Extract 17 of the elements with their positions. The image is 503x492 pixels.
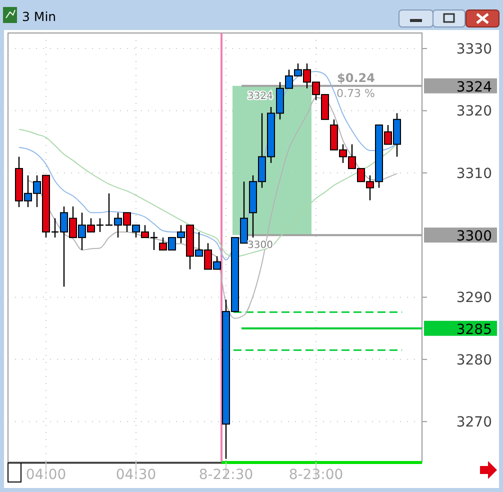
y-tick-label: 3330 bbox=[456, 42, 492, 58]
ref-line-label: 3324 bbox=[456, 79, 492, 96]
ref-line-label: 3285 bbox=[456, 322, 492, 338]
x-tick-label: 04:00 bbox=[26, 467, 66, 483]
annotation: $0.24 bbox=[337, 70, 375, 85]
x-tick-label: 8-23:00 bbox=[288, 467, 344, 483]
x-tick-label: 04:30 bbox=[116, 467, 156, 483]
x-tick-label: 8-22:30 bbox=[198, 467, 254, 483]
y-tick-label: 3320 bbox=[456, 104, 492, 120]
y-tick-label: 3280 bbox=[456, 352, 492, 368]
annotation: 0.73 % bbox=[336, 86, 375, 100]
y-tick-label: 3270 bbox=[456, 414, 492, 431]
annotation: 3324 bbox=[248, 90, 273, 102]
ref-line-label: 3300 bbox=[456, 228, 492, 245]
chart-title: 3 Min bbox=[22, 9, 56, 24]
y-tick-label: 3310 bbox=[456, 166, 492, 182]
y-tick-label: 3290 bbox=[456, 290, 492, 306]
